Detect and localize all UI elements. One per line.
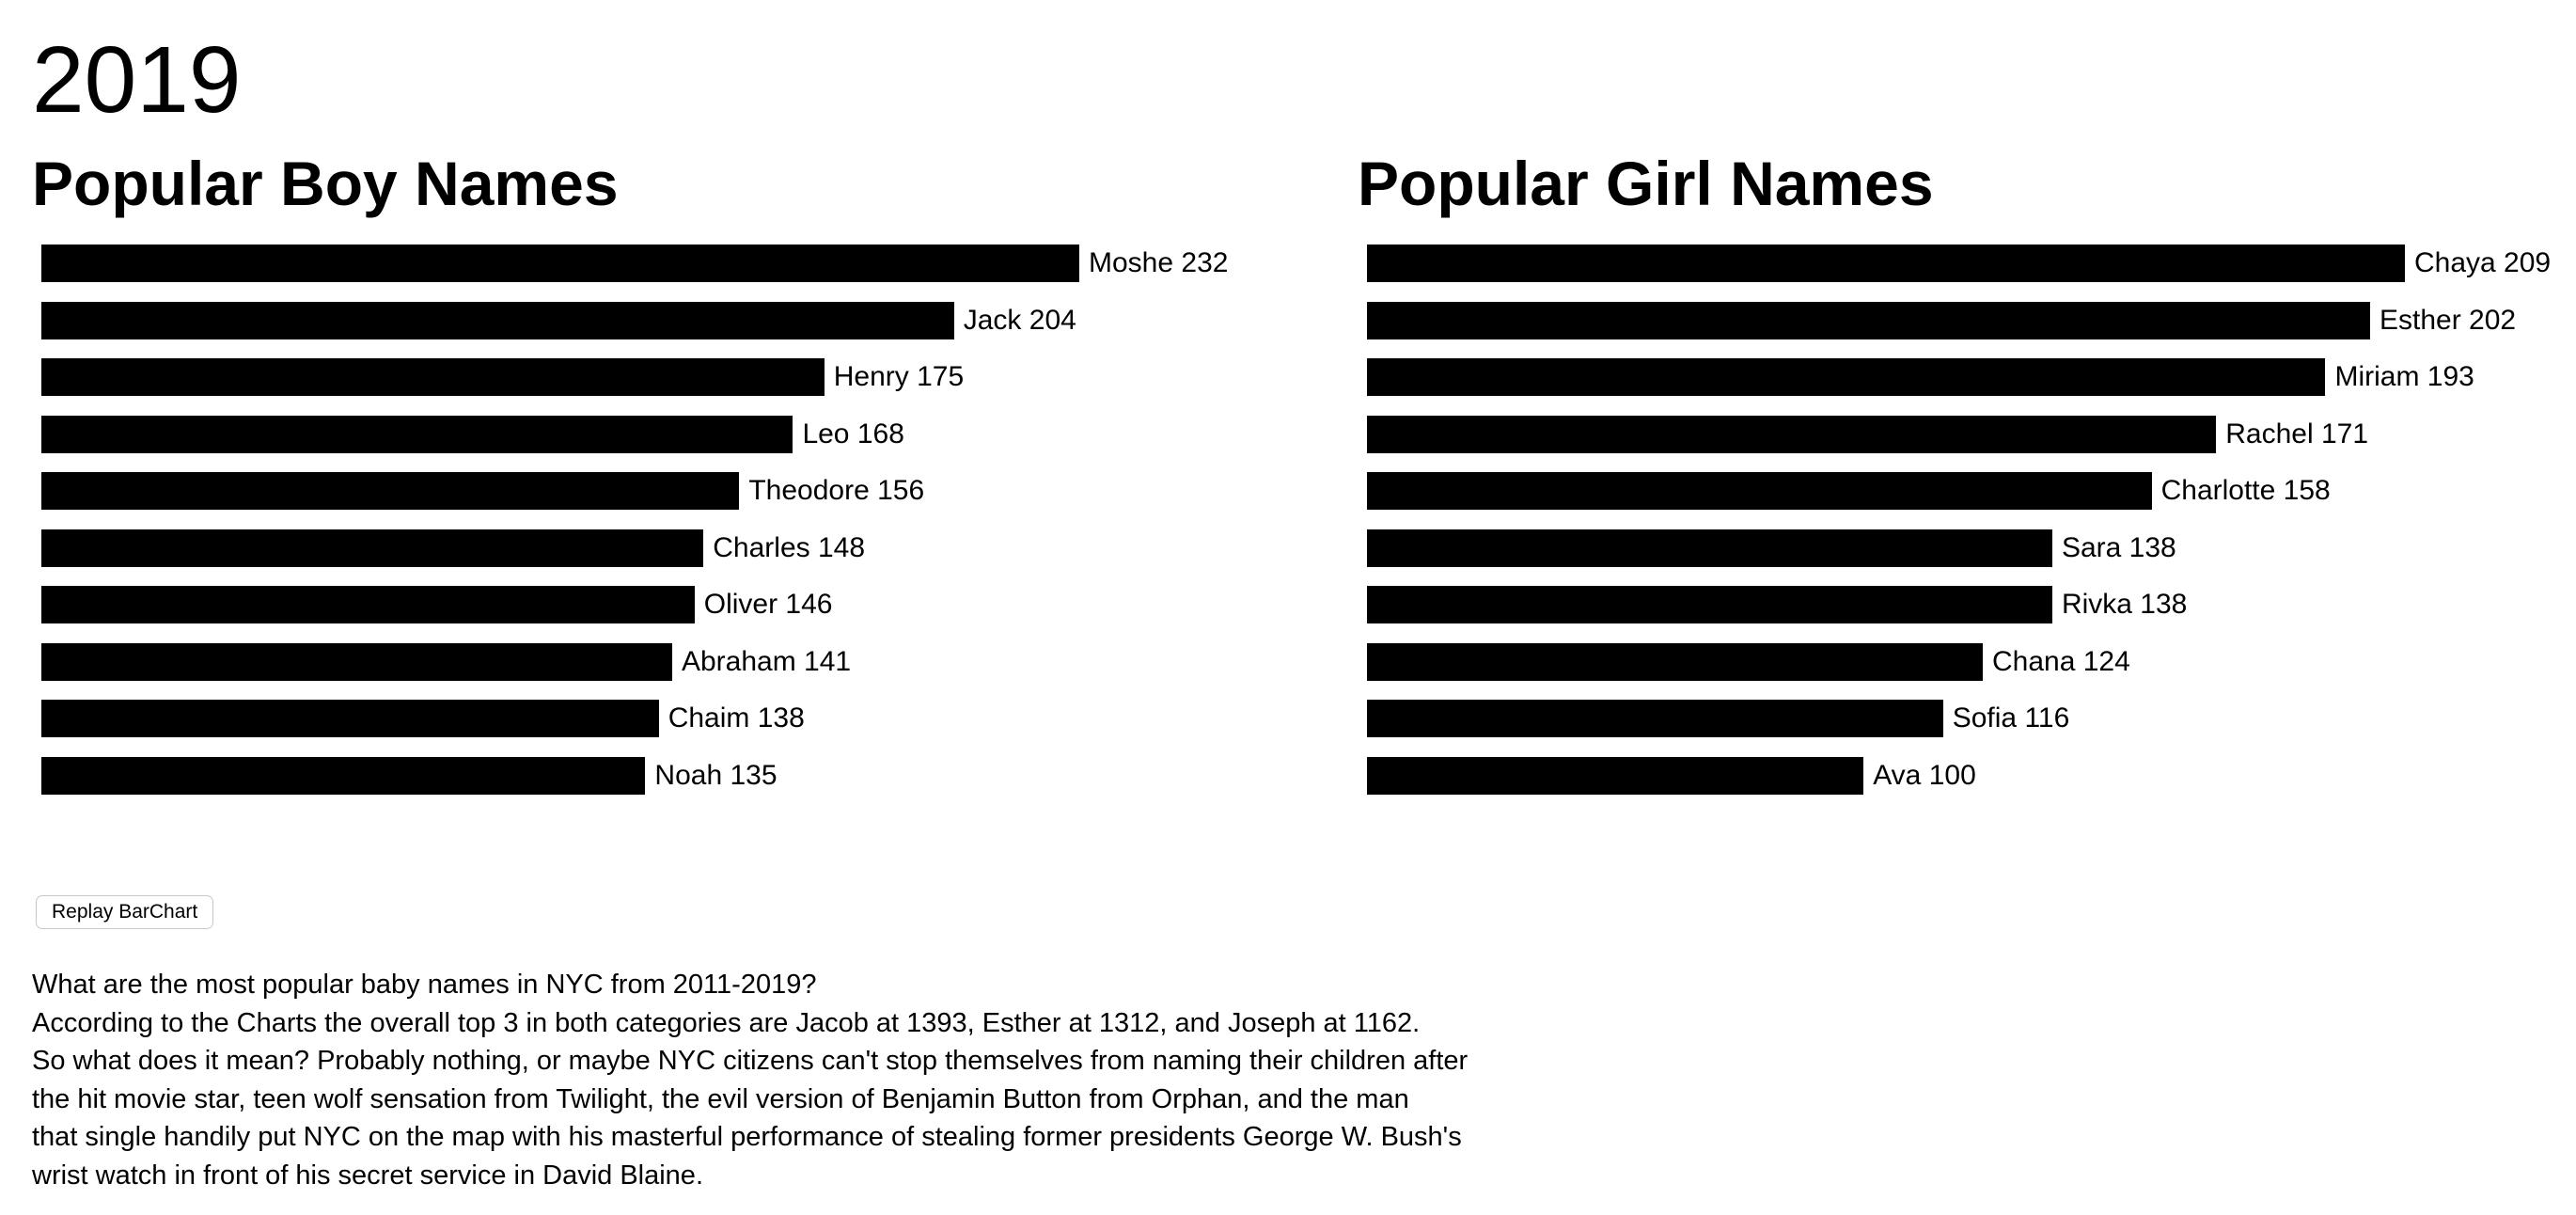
girl-names-bars: Chaya 209 Esther 202 Miriam 193 Rachel 171 C… xyxy=(1358,235,2576,804)
girl-bar-label: Miriam 193 xyxy=(2334,361,2474,393)
girl-bar xyxy=(1367,700,1943,738)
girl-bar-row: Charlotte 158 xyxy=(1358,463,2576,520)
replay-barchart-button[interactable]: Replay BarChart xyxy=(36,895,214,929)
boy-names-chart-title: Popular Boy Names xyxy=(32,149,619,218)
boy-bar xyxy=(41,472,740,511)
girl-bar-row: Ava 100 xyxy=(1358,748,2576,805)
boy-bar-label: Moshe 232 xyxy=(1089,247,1229,279)
girl-names-chart-title: Popular Girl Names xyxy=(1358,149,1934,218)
girl-bar xyxy=(1367,415,2217,453)
girl-bar-label: Sara 138 xyxy=(2061,531,2176,563)
boy-bar-row: Henry 175 xyxy=(32,349,1329,406)
girl-names-chart: Popular Girl Names Chaya 209 Esther 202 Mi… xyxy=(1358,146,2576,804)
description-line: wrist watch in front of his secret servi… xyxy=(32,1160,703,1191)
boy-bar-row: Jack 204 xyxy=(32,292,1329,350)
girl-bar xyxy=(1367,642,1983,681)
girl-bar-label: Sofia 116 xyxy=(1952,702,2070,734)
girl-bar-label: Charlotte 158 xyxy=(2160,475,2331,507)
boy-bar-label: Jack 204 xyxy=(963,304,1076,336)
description-line: So what does it mean? Probably nothing, … xyxy=(32,1046,1469,1076)
boy-bar xyxy=(41,756,646,795)
boy-names-chart: Popular Boy Names Moshe 232 Jack 204 Henry… xyxy=(32,146,1329,804)
boy-bar-label: Charles 148 xyxy=(713,531,866,563)
girl-bar-row: Miriam 193 xyxy=(1358,349,2576,406)
description: What are the most popular baby names in … xyxy=(32,966,1574,1194)
boy-bar xyxy=(41,642,672,681)
boy-names-bars: Moshe 232 Jack 204 Henry 175 Leo 168 Theodor… xyxy=(32,235,1329,804)
description-line: the hit movie star, teen wolf sensation … xyxy=(32,1083,1409,1114)
girl-bar-label: Chaya 209 xyxy=(2414,247,2552,279)
boy-bar-row: Moshe 232 xyxy=(32,235,1329,292)
girl-bar xyxy=(1367,529,2052,567)
boy-bar-label: Leo 168 xyxy=(802,418,904,450)
boy-bar-label: Oliver 146 xyxy=(703,589,833,621)
boy-bar-row: Leo 168 xyxy=(32,406,1329,464)
girl-bar-label: Chana 124 xyxy=(1992,645,2130,677)
boy-bar-label: Henry 175 xyxy=(833,361,965,393)
girl-bar-label: Rachel 171 xyxy=(2225,418,2369,450)
description-line: that single handily put NYC on the map w… xyxy=(32,1122,1462,1152)
girl-bar-row: Chana 124 xyxy=(1358,634,2576,691)
girl-bar-row: Sofia 116 xyxy=(1358,690,2576,748)
girl-bar-label: Esther 202 xyxy=(2380,304,2517,336)
girl-bar-row: Chaya 209 xyxy=(1358,235,2576,292)
boy-bar xyxy=(41,586,695,624)
girl-bar-label: Rivka 138 xyxy=(2061,589,2188,621)
description-line: What are the most popular baby names in … xyxy=(32,970,817,1000)
boy-bar-row: Oliver 146 xyxy=(32,576,1329,634)
boy-bar-row: Noah 135 xyxy=(32,748,1329,805)
boy-bar-label: Noah 135 xyxy=(654,759,778,791)
boy-bar-label: Chaim 138 xyxy=(668,702,805,734)
girl-bar-row: Rivka 138 xyxy=(1358,576,2576,634)
girl-bar xyxy=(1367,756,1864,795)
boy-bar xyxy=(41,415,793,453)
boy-bar xyxy=(41,301,954,339)
year-title: 2019 xyxy=(32,27,242,133)
boy-bar xyxy=(41,245,1079,283)
boy-bar-row: Abraham 141 xyxy=(32,634,1329,691)
girl-bar-row: Esther 202 xyxy=(1358,292,2576,350)
girl-bar-label: Ava 100 xyxy=(1873,759,1976,791)
boy-bar-label: Abraham 141 xyxy=(681,645,852,677)
boy-bar-row: Charles 148 xyxy=(32,520,1329,577)
boy-bar-row: Chaim 138 xyxy=(32,690,1329,748)
girl-bar xyxy=(1367,301,2371,339)
girl-bar xyxy=(1367,472,2152,511)
boy-bar xyxy=(41,529,704,567)
boy-bar xyxy=(41,700,659,738)
girl-bar xyxy=(1367,586,2052,624)
girl-bar xyxy=(1367,245,2405,283)
girl-bar-row: Rachel 171 xyxy=(1358,406,2576,464)
boy-bar-row: Theodore 156 xyxy=(32,463,1329,520)
description-line: According to the Charts the overall top … xyxy=(32,1007,1421,1038)
girl-bar-row: Sara 138 xyxy=(1358,520,2576,577)
boy-bar xyxy=(41,358,825,397)
girl-bar xyxy=(1367,358,2326,397)
boy-bar-label: Theodore 156 xyxy=(748,475,925,507)
